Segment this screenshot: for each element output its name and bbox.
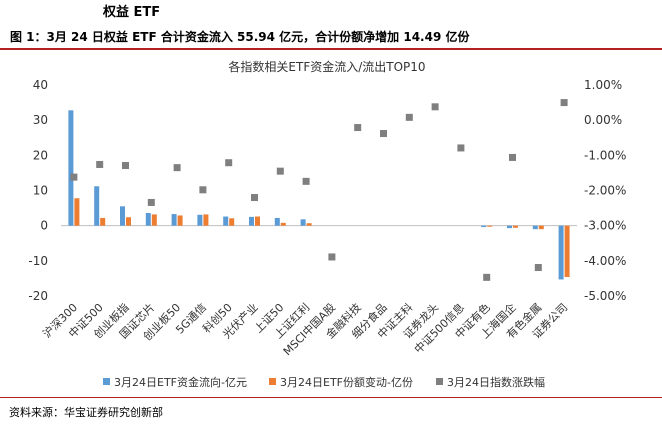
pct-change-marker bbox=[302, 177, 310, 185]
pct-change-marker bbox=[173, 164, 181, 172]
y-left-tick-label: 40 bbox=[33, 78, 48, 92]
pct-change-marker bbox=[457, 144, 465, 152]
legend: 3月24日ETF资金流向-亿元 3月24日ETF份额变动-亿份 3月24日指数涨跌幅 bbox=[103, 375, 545, 389]
pct-change-marker bbox=[560, 99, 568, 107]
y-right-tick-label: 0.00% bbox=[584, 113, 622, 127]
y-right-tick-label: 1.00% bbox=[584, 78, 622, 92]
pct-change-marker bbox=[509, 153, 516, 161]
pct-change-marker bbox=[276, 167, 284, 175]
bars bbox=[68, 110, 570, 280]
flow-bar bbox=[94, 186, 100, 226]
y-right-tick-label: -4.00% bbox=[584, 254, 626, 268]
flow-bar bbox=[68, 110, 74, 226]
flow-bar bbox=[223, 216, 229, 226]
chart-background bbox=[0, 50, 662, 397]
share-bar bbox=[513, 225, 518, 228]
pct-change-marker bbox=[405, 113, 413, 121]
flow-bar bbox=[507, 225, 512, 229]
pct-change-marker bbox=[70, 173, 78, 181]
flow-bar bbox=[481, 225, 487, 228]
y-left-tick-label: 10 bbox=[33, 184, 48, 198]
flow-bar bbox=[197, 214, 203, 226]
pct-change-marker bbox=[354, 124, 362, 132]
share-bar bbox=[229, 218, 235, 226]
y-left-tick-label: -20 bbox=[28, 289, 48, 303]
flow-bar bbox=[274, 217, 280, 226]
flow-bar bbox=[300, 219, 306, 226]
pct-change-marker bbox=[483, 273, 491, 281]
share-bar bbox=[177, 215, 183, 226]
share-bar bbox=[203, 214, 209, 226]
flow-bar bbox=[249, 216, 254, 226]
y-right-tick-label: -3.00% bbox=[584, 219, 626, 233]
figure-title: 图 1：3月 24 日权益 ETF 合计资金流入 55.94 亿元，合计份额净增… bbox=[10, 30, 470, 44]
share-bar bbox=[100, 217, 106, 226]
y-right-tick-label: -1.00% bbox=[584, 148, 626, 162]
source-divider bbox=[0, 397, 662, 398]
pct-change-marker bbox=[251, 194, 258, 202]
figure-header: 图 1：3月 24 日权益 ETF 合计资金流入 55.94 亿元，合计份额净增… bbox=[0, 26, 662, 50]
y-right-tick-label: -5.00% bbox=[584, 289, 626, 303]
pct-change-marker bbox=[122, 162, 129, 170]
pct-change-marker bbox=[96, 160, 104, 168]
share-bar bbox=[126, 217, 131, 226]
legend-swatch bbox=[269, 378, 276, 385]
pct-change-marker bbox=[328, 253, 336, 261]
axes: 40 30 20 10 0 -10 -20 1.00% 0.00% -1.00% -2.00% -3.… bbox=[28, 78, 626, 303]
share-bar bbox=[564, 225, 570, 278]
share-bar bbox=[151, 214, 157, 226]
pct-change-marker bbox=[534, 264, 542, 272]
pct-change-marker bbox=[199, 186, 207, 194]
legend-swatch bbox=[436, 378, 443, 385]
legend-label: 3月24日ETF资金流向-亿元 bbox=[114, 375, 247, 389]
y-right-tick-label: -2.00% bbox=[584, 184, 626, 198]
section-title: 权益 ETF bbox=[103, 5, 161, 20]
source-note: 资料来源：华宝证券研究创新部 bbox=[9, 406, 163, 419]
flow-bar bbox=[145, 213, 151, 226]
y-left-tick-label: 20 bbox=[33, 148, 48, 162]
pct-change-marker bbox=[380, 130, 387, 138]
share-bar bbox=[255, 216, 260, 226]
flow-bar bbox=[120, 206, 125, 226]
flow-bar bbox=[532, 225, 538, 230]
y-left-tick-label: 0 bbox=[40, 219, 48, 233]
legend-swatch bbox=[103, 378, 110, 385]
markers bbox=[70, 99, 568, 281]
pct-change-marker bbox=[225, 159, 233, 167]
y-left-tick-label: 30 bbox=[33, 113, 48, 127]
legend-label: 3月24日指数涨跌幅 bbox=[447, 375, 545, 389]
etf-flow-chart: 各指数相关ETF资金流入/流出TOP10 40 30 20 10 0 -10 -20 1.00… bbox=[0, 50, 662, 397]
legend-label: 3月24日ETF份额变动-亿份 bbox=[280, 375, 413, 389]
share-bar bbox=[280, 222, 286, 226]
share-bar bbox=[306, 223, 312, 226]
y-left-tick-label: -10 bbox=[28, 254, 48, 268]
flow-bar bbox=[558, 225, 564, 280]
share-bar bbox=[74, 198, 80, 226]
pct-change-marker bbox=[431, 103, 439, 111]
chart-title: 各指数相关ETF资金流入/流出TOP10 bbox=[228, 59, 425, 74]
share-bar bbox=[487, 225, 493, 227]
flow-bar bbox=[171, 214, 177, 226]
share-bar bbox=[538, 225, 544, 230]
pct-change-marker bbox=[147, 198, 155, 206]
